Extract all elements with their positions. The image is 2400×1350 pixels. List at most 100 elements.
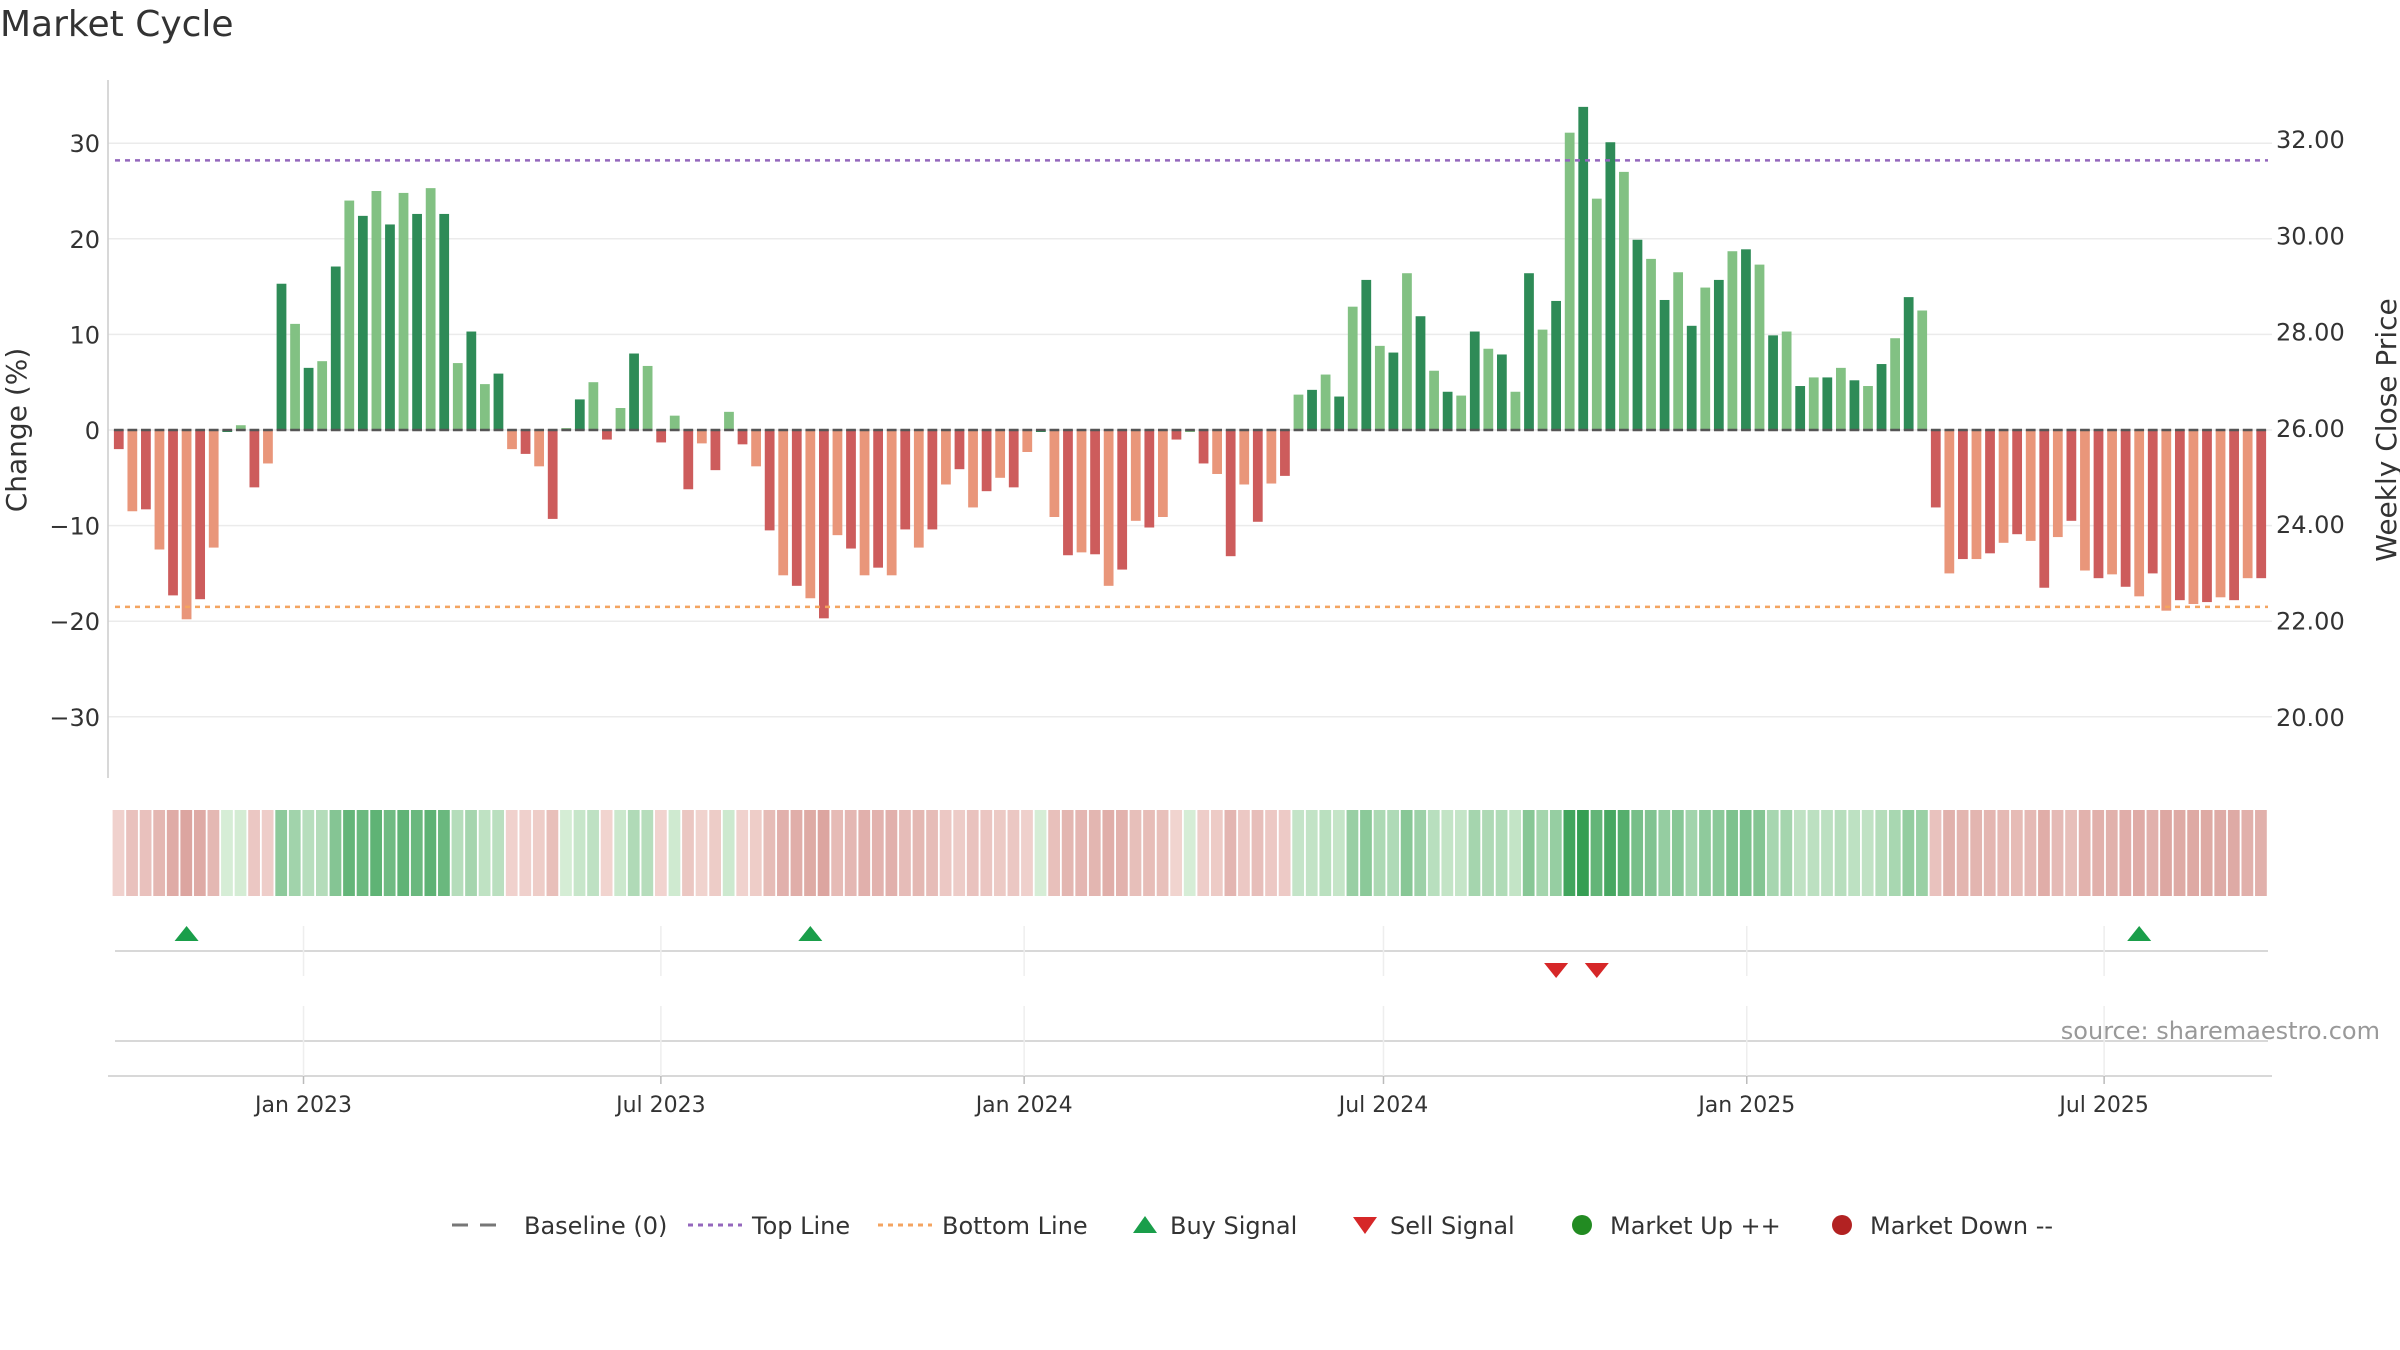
bar — [466, 331, 477, 430]
heat-cell — [1224, 810, 1237, 896]
bar — [900, 430, 911, 530]
bar — [941, 430, 951, 485]
heat-cell — [180, 810, 193, 896]
heat-cell — [356, 810, 369, 896]
heat-cell — [383, 810, 396, 896]
buy-signal-marker — [798, 926, 823, 941]
heat-cell — [1482, 810, 1494, 896]
bar — [1835, 367, 1846, 430]
bar — [2188, 430, 2199, 604]
bar — [1564, 132, 1575, 430]
heat-cell — [2146, 810, 2159, 896]
bar — [1741, 249, 1751, 430]
heat-cell — [926, 810, 938, 896]
bar — [2025, 430, 2036, 541]
heat-cell — [1794, 810, 1806, 896]
bar — [249, 430, 260, 488]
heat-cell — [1983, 810, 1996, 896]
y2-tick-label: 24.00 — [2276, 511, 2345, 539]
bar — [1727, 251, 1738, 430]
heat-cell — [193, 810, 206, 896]
heat-cell — [1631, 810, 1644, 896]
bar — [805, 430, 816, 599]
heat-cell — [600, 810, 613, 896]
bar — [330, 266, 341, 430]
heat-cell — [370, 810, 382, 896]
bar — [615, 408, 626, 430]
heat-cell — [1238, 810, 1250, 896]
bar — [1903, 297, 1914, 430]
x-tick-label: Jan 2025 — [1696, 1093, 1795, 1118]
heat-cell — [695, 810, 708, 896]
bar — [995, 430, 1006, 478]
bar — [303, 367, 314, 430]
heat-cell — [1102, 810, 1115, 896]
heat-cell — [1061, 810, 1074, 896]
y2-tick-label: 22.00 — [2276, 608, 2345, 636]
bar — [1890, 338, 1900, 430]
heat-cell — [248, 810, 260, 896]
heat-cell — [1875, 810, 1888, 896]
bar — [1334, 396, 1345, 430]
y-tick-label: −10 — [49, 513, 100, 541]
heat-cell — [1360, 810, 1372, 896]
x-tick-label: Jul 2025 — [2057, 1093, 2149, 1118]
heat-cell — [899, 810, 911, 896]
heat-cell — [1902, 810, 1915, 896]
heat-cell — [858, 810, 871, 896]
bar — [357, 215, 368, 430]
bar — [1063, 430, 1073, 556]
bar — [1537, 329, 1548, 430]
heat-cell — [234, 810, 247, 896]
heat-cell — [709, 810, 721, 896]
bar — [1090, 430, 1100, 555]
y2-tick-label: 20.00 — [2276, 704, 2345, 732]
heat-cell — [1305, 810, 1318, 896]
bar — [317, 361, 328, 430]
bar — [425, 188, 436, 430]
bar — [2161, 430, 2172, 611]
heat-cell — [1007, 810, 1020, 896]
bar — [683, 430, 694, 490]
heat-cell — [343, 810, 355, 896]
heat-cell — [1780, 810, 1793, 896]
bar — [1524, 273, 1534, 430]
bar — [263, 430, 273, 464]
heat-cell — [1834, 810, 1847, 896]
bar — [1103, 430, 1114, 586]
bar — [1578, 106, 1589, 431]
legend-label: Market Down -- — [1870, 1212, 2053, 1240]
buy-signal-marker — [2127, 926, 2152, 941]
heat-cell — [2078, 810, 2091, 896]
bar — [1117, 430, 1128, 570]
bar — [113, 430, 124, 450]
bar — [642, 365, 653, 430]
heat-cell — [1536, 810, 1549, 896]
heat-cell — [1658, 810, 1671, 896]
heat-cell — [139, 810, 152, 896]
bar — [412, 213, 422, 430]
heat-cell — [1468, 810, 1481, 896]
bar — [1456, 395, 1467, 430]
bar — [1049, 430, 1060, 517]
bar — [2093, 430, 2104, 579]
bar — [2080, 430, 2090, 571]
heat-cell — [2092, 810, 2105, 896]
bar — [1320, 374, 1331, 430]
bar — [452, 363, 463, 430]
heat-cell — [1427, 810, 1440, 896]
legend-swatch-market-up — [1572, 1215, 1592, 1235]
bar — [886, 430, 897, 576]
heat-cell — [844, 810, 857, 896]
heat-cell — [1604, 810, 1616, 896]
bar — [1510, 391, 1521, 430]
bar — [846, 430, 856, 549]
bar — [669, 415, 680, 430]
bar — [873, 430, 883, 568]
heat-cell — [1699, 810, 1711, 896]
heat-cell — [166, 810, 179, 896]
heat-cell — [790, 810, 803, 896]
heat-cell — [2200, 810, 2213, 896]
bar — [1347, 306, 1358, 430]
bar — [913, 430, 924, 548]
